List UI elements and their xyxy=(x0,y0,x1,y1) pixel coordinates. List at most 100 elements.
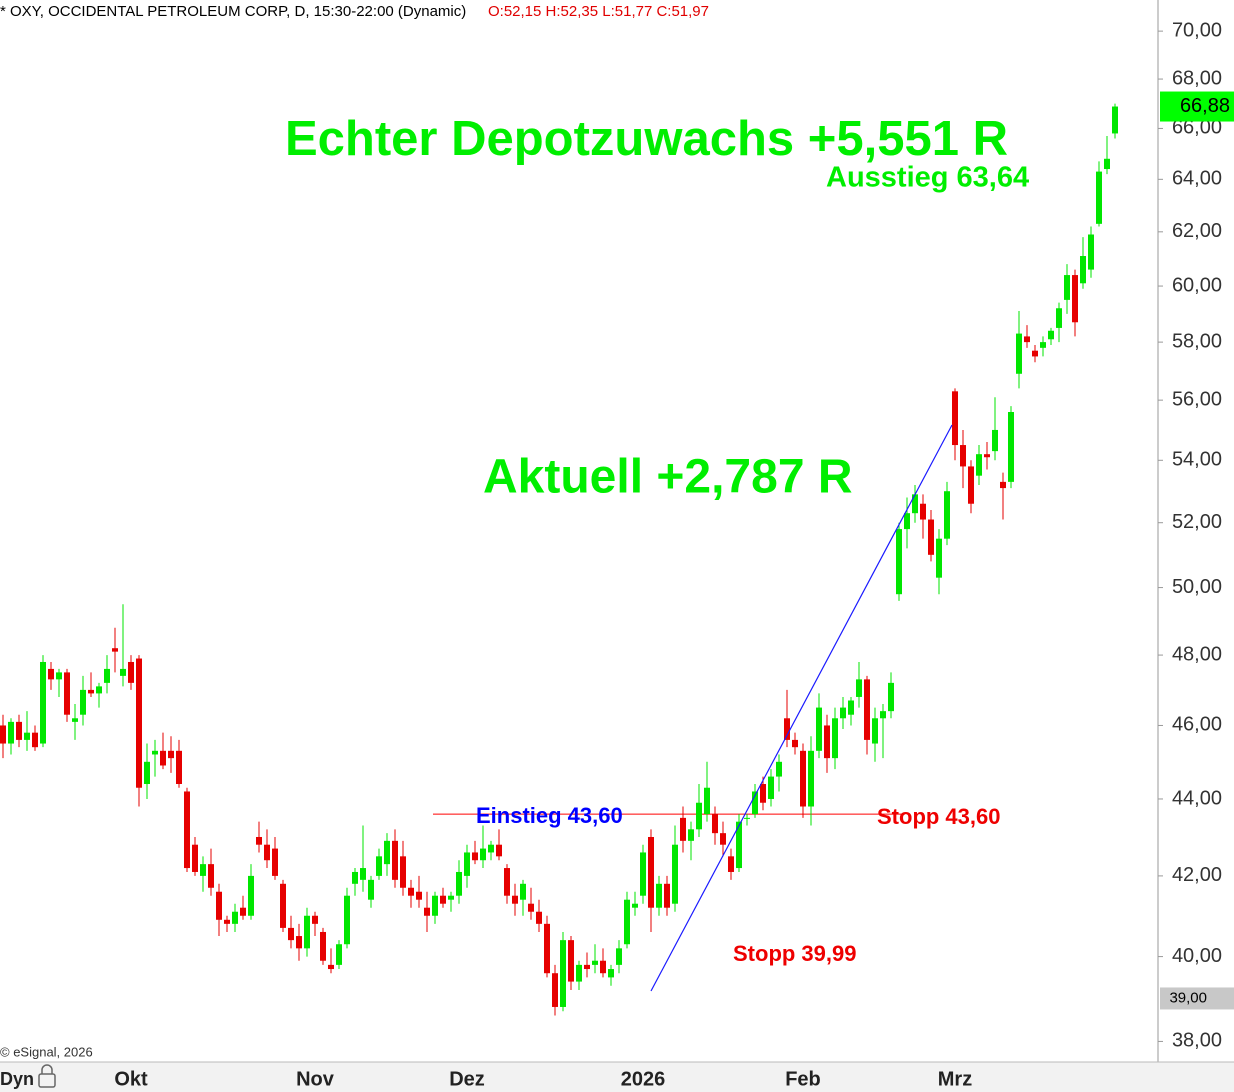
candle-body xyxy=(632,903,638,908)
candle-body xyxy=(1032,350,1038,357)
candle-body xyxy=(760,784,766,803)
candle-body xyxy=(296,936,302,949)
candle-body xyxy=(248,875,254,916)
x-axis-strip xyxy=(0,1062,1234,1092)
candle-body xyxy=(232,911,238,924)
candle-body xyxy=(792,739,798,748)
annotation: Stopp 43,60 xyxy=(877,804,1000,829)
chart-title: * OXY, OCCIDENTAL PETROLEUM CORP, D, 15:… xyxy=(0,3,466,20)
annotation: Ausstieg 63,64 xyxy=(826,162,1029,194)
candle-body xyxy=(992,429,998,452)
candle-body xyxy=(600,960,606,974)
candle-body xyxy=(104,668,110,683)
candle-body xyxy=(168,750,174,759)
candle-body xyxy=(64,672,70,715)
candle-body xyxy=(56,672,62,680)
candle-body xyxy=(144,761,150,785)
candle-body xyxy=(952,391,958,446)
candle-body xyxy=(504,868,510,896)
y-tick-label: 60,00 xyxy=(1172,274,1222,296)
candle-body xyxy=(824,725,830,759)
candle-body xyxy=(352,871,358,884)
candle-body xyxy=(728,856,734,872)
y-tick-label: 42,00 xyxy=(1172,864,1222,886)
y-tick-label: 56,00 xyxy=(1172,388,1222,410)
candle-body xyxy=(160,750,166,766)
candle-body xyxy=(400,856,406,888)
candle-body xyxy=(464,852,470,876)
y-tick-label: 48,00 xyxy=(1172,643,1222,665)
ohlc-readout: O:52,15 H:52,35 L:51,77 C:51,97 xyxy=(488,3,709,20)
lock-icon xyxy=(38,1064,56,1088)
candle-body xyxy=(560,940,566,1007)
candle-body xyxy=(528,903,534,912)
candle-body xyxy=(984,454,990,458)
candle-body xyxy=(608,969,614,978)
x-tick-label: 2026 xyxy=(621,1068,666,1090)
candle-body xyxy=(176,750,182,785)
y-tick-label: 62,00 xyxy=(1172,220,1222,242)
candle-body xyxy=(944,491,950,539)
candle-body xyxy=(704,787,710,815)
candle-body xyxy=(336,944,342,965)
candle-body xyxy=(896,529,902,595)
candle-body xyxy=(624,899,630,945)
y-tick-label: 52,00 xyxy=(1172,511,1222,533)
candle-body xyxy=(752,791,758,815)
candle-body xyxy=(16,721,22,740)
candle-body xyxy=(864,679,870,740)
candle-body xyxy=(424,907,430,916)
candle-body xyxy=(576,964,582,982)
candle-body xyxy=(832,718,838,759)
candle-body xyxy=(328,964,334,970)
candle-body xyxy=(24,732,30,740)
candle-body xyxy=(120,668,126,676)
candle-body xyxy=(1040,342,1046,348)
candle-body xyxy=(152,750,158,755)
candle-body xyxy=(744,817,750,819)
candle-body xyxy=(448,895,454,900)
y-tick-label: 50,00 xyxy=(1172,576,1222,598)
price-marker xyxy=(1160,987,1234,1010)
candle-body xyxy=(1104,158,1110,170)
candle-body xyxy=(856,679,862,697)
candle-body xyxy=(8,721,14,744)
candle-body xyxy=(216,891,222,920)
candle-body xyxy=(432,895,438,916)
candle-body xyxy=(848,700,854,715)
price-marker-label: 66,88 xyxy=(1180,95,1230,117)
candle-body xyxy=(1064,275,1070,300)
credit: © eSignal, 2026 xyxy=(0,1044,93,1059)
y-tick-label: 64,00 xyxy=(1172,168,1222,190)
mode-label: Dyn xyxy=(0,1069,34,1089)
candle-body xyxy=(72,718,78,722)
y-tick-label: 68,00 xyxy=(1172,67,1222,89)
candle-body xyxy=(440,895,446,904)
candle-body xyxy=(384,840,390,865)
candle-body xyxy=(656,883,662,908)
candle-body xyxy=(936,538,942,578)
candle-body xyxy=(592,960,598,965)
candle-body xyxy=(256,836,262,845)
price-marker-label: 39,00 xyxy=(1169,989,1207,1006)
candle-body xyxy=(1000,481,1006,489)
candle-body xyxy=(1080,256,1086,284)
candle-body xyxy=(200,864,206,876)
candle-body xyxy=(1088,234,1094,270)
candle-body xyxy=(456,871,462,896)
candle-body xyxy=(488,844,494,853)
y-tick-label: 38,00 xyxy=(1172,1030,1222,1052)
candle-body xyxy=(136,658,142,788)
candle-body xyxy=(696,802,702,830)
candle-body xyxy=(784,718,790,740)
candle-body xyxy=(0,725,6,744)
candle-body xyxy=(536,911,542,924)
candle-body xyxy=(568,940,574,982)
annotation: Einstieg 43,60 xyxy=(476,803,623,828)
candle-body xyxy=(872,718,878,744)
candle-body xyxy=(80,689,86,715)
candle-body xyxy=(816,707,822,751)
candle-body xyxy=(648,836,654,908)
candle-body xyxy=(264,844,270,861)
candle-body xyxy=(712,814,718,834)
